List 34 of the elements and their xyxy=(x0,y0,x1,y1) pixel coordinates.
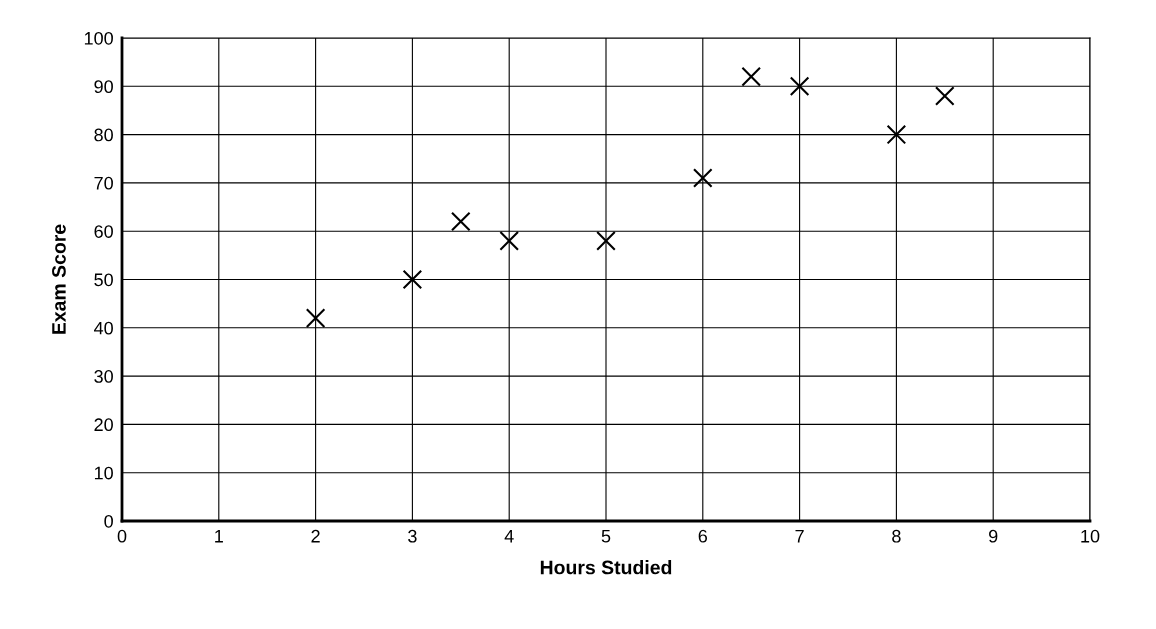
point xyxy=(789,76,810,97)
y-tick-label: 50 xyxy=(94,273,113,287)
y-tick-label: 0 xyxy=(104,514,113,528)
x-axis-title: Hours Studied xyxy=(540,560,672,575)
x-tick-label: 5 xyxy=(601,530,611,543)
x-tick-label: 9 xyxy=(989,529,998,543)
x-tick-label: 3 xyxy=(408,529,417,543)
x-tick-label: 8 xyxy=(892,529,901,543)
y-axis-title: Exam Score xyxy=(52,224,66,334)
point xyxy=(934,86,955,106)
y-tick-label: 30 xyxy=(94,370,113,383)
y-tick-label: 60 xyxy=(94,225,113,238)
y-tick-label: 100 xyxy=(84,31,113,45)
x-tick-label: 0 xyxy=(117,529,127,543)
y-tick-label: 10 xyxy=(94,466,113,480)
y-tick-label: 20 xyxy=(94,418,113,432)
y-tick-label: 40 xyxy=(94,321,113,335)
x-tick-label: 10 xyxy=(1081,529,1100,543)
y-tick-label: 70 xyxy=(94,176,113,190)
x-tick-label: 2 xyxy=(311,529,320,543)
point xyxy=(402,269,423,290)
point xyxy=(305,308,326,328)
point xyxy=(450,211,471,232)
y-tick-label: 80 xyxy=(94,128,113,142)
point xyxy=(886,124,907,145)
x-tick-label: 6 xyxy=(698,529,708,543)
point xyxy=(741,66,762,87)
x-tick-label: 7 xyxy=(795,530,804,543)
x-tick-label: 4 xyxy=(504,530,514,543)
x-tick-label: 1 xyxy=(215,530,223,543)
point xyxy=(596,231,616,251)
point xyxy=(692,168,713,188)
point xyxy=(499,231,520,251)
y-tick-label: 90 xyxy=(94,80,113,94)
